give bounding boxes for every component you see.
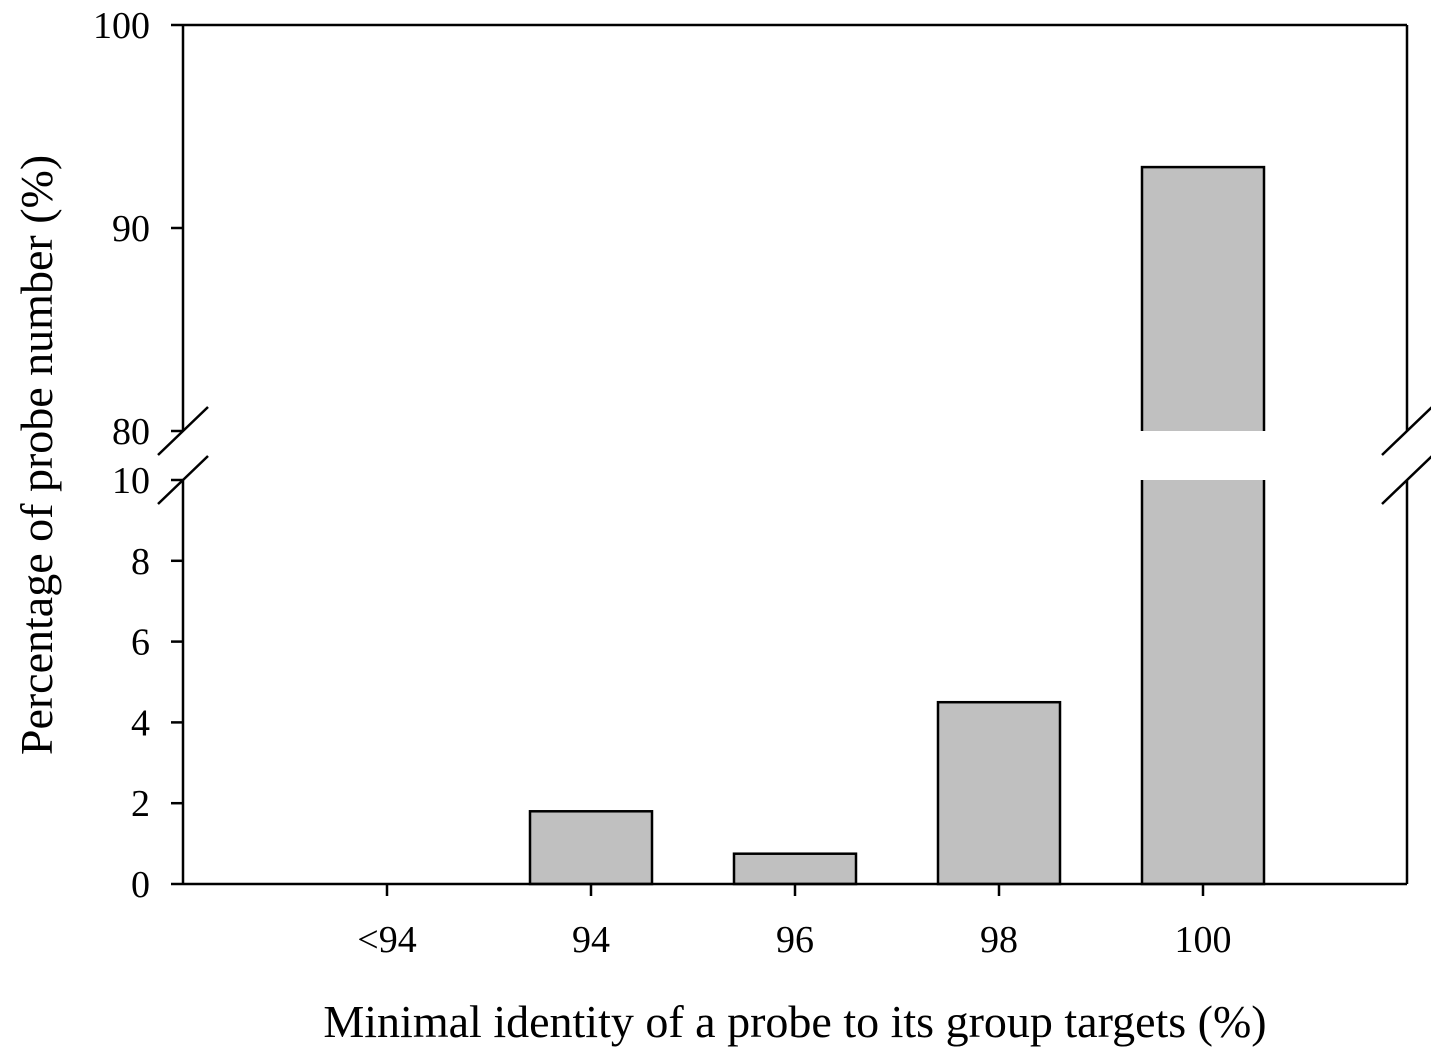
- x-tick-label-100: 100: [1175, 919, 1232, 961]
- ticks-layer: 0 2 4 6 8 10 80 90 100 <94 94 96 98 100: [93, 5, 1232, 961]
- x-tick-label-<94: <94: [357, 919, 416, 961]
- x-tick-label-94: 94: [572, 919, 610, 961]
- y-axis-title: Percentage of probe number (%): [11, 155, 62, 755]
- y-tick-label-90: 90: [112, 208, 150, 250]
- y-tick-label-100: 100: [93, 5, 150, 47]
- x-axis-title: Minimal identity of a probe to its group…: [323, 996, 1266, 1047]
- x-tick-label-96: 96: [776, 919, 814, 961]
- break-gap-layer: [185, 431, 1405, 480]
- y-tick-label-0: 0: [131, 864, 150, 906]
- bar-94: [528, 810, 654, 886]
- y-tick-label-4: 4: [131, 702, 150, 744]
- axis-break-mark-3: [1381, 406, 1431, 456]
- y-tick-label-10: 10: [112, 460, 150, 502]
- y-tick-label-6: 6: [131, 622, 150, 664]
- y-tick-label-2: 2: [131, 783, 150, 825]
- bars-layer: [528, 165, 1266, 886]
- axis-break-mark-4: [1381, 455, 1431, 505]
- axis-break-gap: [185, 431, 1405, 480]
- bar-98: [936, 700, 1062, 886]
- y-tick-label-80: 80: [112, 411, 150, 453]
- y-tick-label-8: 8: [131, 541, 150, 583]
- bar-96: [732, 852, 858, 886]
- bar-100: [1140, 165, 1266, 886]
- x-tick-label-98: 98: [980, 919, 1018, 961]
